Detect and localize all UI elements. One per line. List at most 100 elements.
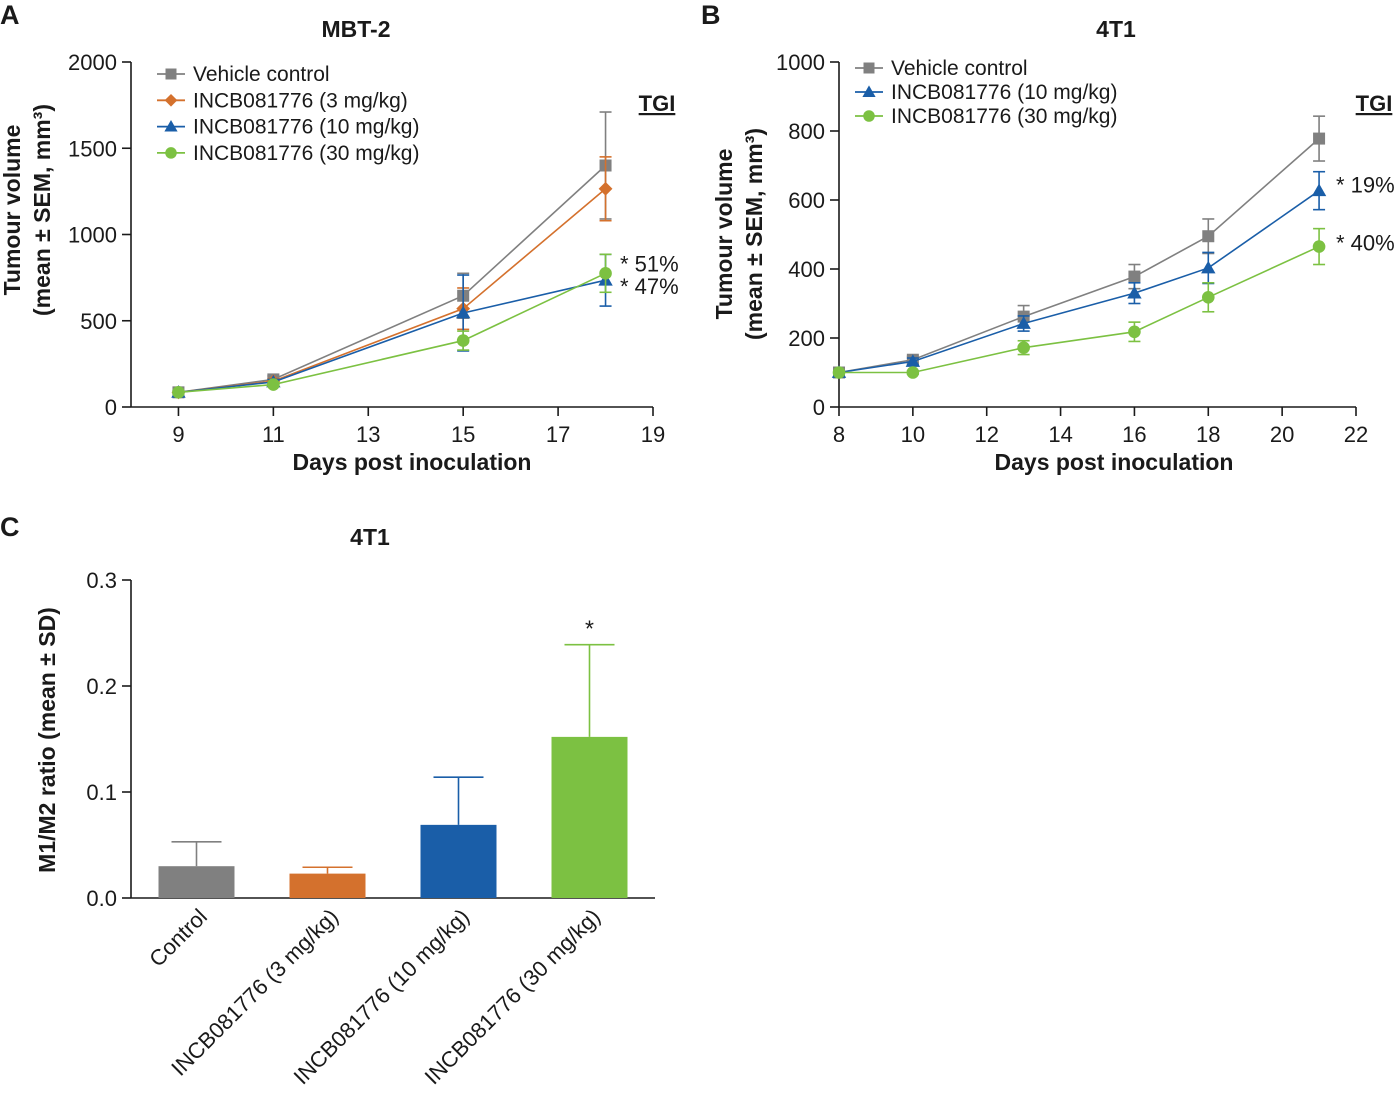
panel-b-x-tick-label: 12	[974, 422, 998, 447]
panel-a-x-tick-label: 17	[546, 422, 570, 447]
panel-b-data-point	[1016, 316, 1031, 329]
panel-b-y-axis-title-line2: (mean ± SEM, mm³)	[741, 128, 767, 340]
panel-a-y-tick-label: 1000	[68, 223, 117, 248]
panel-a-legend-label: Vehicle control	[193, 63, 330, 86]
panel-b-data-point	[1311, 183, 1327, 197]
panel-a-data-point	[599, 267, 612, 280]
panel-b-y-tick-label: 600	[788, 188, 825, 213]
panel-a-tgi-label: * 47%	[620, 274, 679, 299]
panel-c-y-tick-label: 0.2	[86, 674, 117, 699]
panel-b-tgi-label: * 19%	[1336, 173, 1395, 198]
panel-b-tgi-header: TGI	[1356, 91, 1393, 116]
panel-b-data-point	[1202, 230, 1215, 243]
panel-b-y-tick-label: 400	[788, 257, 825, 282]
panel-b: B 4T1 Days post inoculation Tumour volum…	[701, 0, 1395, 475]
panel-b-legend-label: INCB081776 (30 mg/kg)	[891, 105, 1117, 128]
panel-b-x-tick-label: 20	[1270, 422, 1294, 447]
panel-b-data-point	[1127, 285, 1142, 299]
panel-a-y-tick-label: 500	[80, 309, 117, 334]
panel-a-data-point	[456, 334, 470, 347]
panel-a-data-point	[598, 181, 613, 196]
panel-a-x-tick-label: 9	[172, 422, 184, 447]
panel-b-y-tick-label: 0	[813, 395, 825, 420]
panel-b-data-point	[832, 366, 846, 379]
panel-c-title: 4T1	[350, 524, 390, 550]
panel-a-y-tick-label: 0	[105, 395, 117, 420]
panel-a-series-3	[171, 253, 613, 398]
panel-b-data-point	[1313, 132, 1326, 145]
panel-a-legend-marker	[164, 120, 178, 132]
panel-a-x-tick-label: 15	[451, 422, 475, 447]
panel-a-series-line	[178, 272, 606, 394]
panel-c-bar	[289, 873, 366, 898]
panel-b-x-tick-label: 8	[833, 422, 845, 447]
panel-b-data-point	[1128, 270, 1141, 283]
panel-a-x-axis-title: Days post inoculation	[293, 449, 532, 475]
panel-b-data-point	[905, 354, 921, 367]
panel-a-letter: A	[0, 0, 20, 30]
panel-a-legend-marker	[165, 147, 177, 159]
panel-c-y-tick-label: 0.0	[86, 886, 117, 911]
panel-a-data-point	[267, 378, 280, 391]
panel-a-series-line	[178, 279, 606, 394]
panel-b-y-tick-label: 800	[788, 119, 825, 144]
panel-b-x-tick-label: 16	[1122, 422, 1146, 447]
panel-a-y-axis-title-line2: (mean ± SEM, mm³)	[29, 104, 55, 316]
panel-b-y-axis-title: Tumour volume (mean ± SEM, mm³)	[711, 128, 767, 340]
panel-a-x-tick-label: 11	[262, 422, 285, 447]
panel-a-legend-marker	[165, 68, 177, 80]
panel-b-y-tick-label: 1000	[776, 50, 825, 75]
panel-a-y-tick-label: 2000	[68, 50, 117, 75]
panel-a-series-2	[171, 156, 613, 400]
panel-a-y-axis-title: Tumour volume (mean ± SEM, mm³)	[0, 104, 55, 316]
panel-a-title: MBT-2	[322, 16, 391, 42]
panel-b-series-2	[831, 170, 1327, 378]
panel-b-data-point	[1312, 240, 1326, 253]
panel-b-series-line	[838, 137, 1320, 374]
panel-c-category-label: Control	[144, 904, 212, 972]
panel-b-x-tick-label: 10	[901, 422, 925, 447]
panel-c-bar	[551, 736, 628, 898]
panel-c-bar	[158, 866, 235, 898]
panel-a-x-tick-label: 19	[641, 422, 665, 447]
panel-a-series-line	[178, 164, 607, 394]
panel-b-x-tick-label: 18	[1196, 422, 1220, 447]
panel-a-series-line	[178, 188, 607, 394]
panel-a-y-axis-title-line1: Tumour volume	[0, 125, 25, 296]
panel-b-legend-marker	[862, 85, 876, 97]
panel-b-x-tick-label: 14	[1048, 422, 1072, 447]
panel-c: C 4T1 M1/M2 ratio (mean ± SD) 0.0 0.1 0.2 0…	[0, 512, 655, 1089]
panel-b-legend-label: Vehicle control	[891, 57, 1028, 80]
panel-c-bar	[420, 824, 497, 898]
panel-b-data-point	[1128, 325, 1141, 339]
panel-a-y-tick-label: 1500	[68, 136, 117, 161]
panel-a-legend-label: INCB081776 (10 mg/kg)	[193, 116, 419, 139]
panel-c-y-tick-label: 0.3	[86, 568, 117, 593]
panel-c-y-tick-label: 0.1	[86, 780, 117, 805]
panel-b-legend-label: INCB081776 (10 mg/kg)	[891, 81, 1117, 104]
panel-b-y-tick-label: 200	[788, 326, 825, 351]
panel-c-significance-star: *	[585, 616, 594, 642]
panel-b-legend-marker	[863, 62, 875, 74]
panel-b-series-1	[833, 115, 1326, 379]
panel-a-tgi-header: TGI	[639, 91, 676, 116]
panel-c-y-axis-title: M1/M2 ratio (mean ± SD)	[34, 607, 60, 873]
panel-b-tgi-label: * 40%	[1336, 231, 1395, 256]
panel-b-legend-marker	[863, 110, 875, 122]
panel-a-data-point	[455, 305, 471, 319]
panel-a-legend-label: INCB081776 (3 mg/kg)	[193, 89, 408, 112]
panel-b-data-point	[1017, 341, 1030, 354]
panel-c-letter: C	[0, 512, 20, 542]
panel-b-series-line	[838, 190, 1320, 374]
panel-b-x-axis-title: Days post inoculation	[995, 449, 1234, 475]
panel-a-x-tick-label: 13	[356, 422, 380, 447]
panel-b-data-point	[906, 366, 920, 379]
panel-a-legend-label: INCB081776 (30 mg/kg)	[193, 142, 419, 165]
panel-b-letter: B	[701, 0, 721, 30]
panel-b-series-3	[832, 227, 1326, 379]
panel-a-legend-marker	[164, 93, 178, 107]
panel-b-title: 4T1	[1096, 16, 1136, 42]
panel-b-y-axis-title-line1: Tumour volume	[711, 149, 737, 320]
panel-b-data-point	[1201, 260, 1216, 274]
